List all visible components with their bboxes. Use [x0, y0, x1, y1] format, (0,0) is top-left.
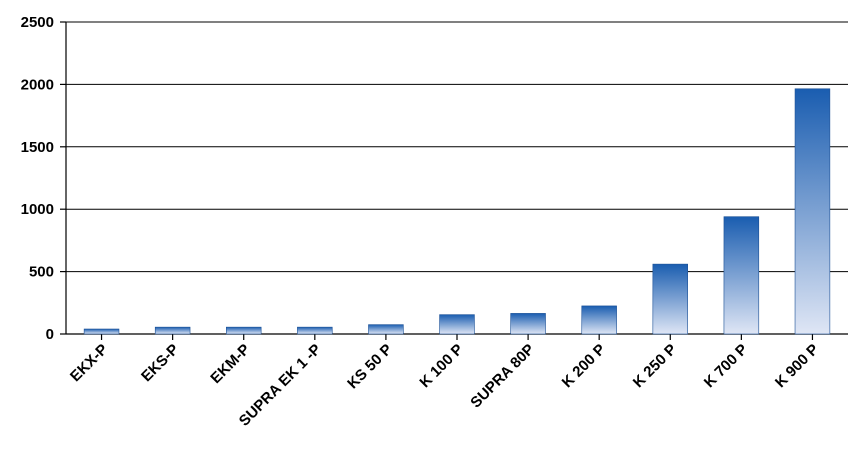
- x-tick-label: EKX-P: [67, 341, 111, 385]
- bar-eks-p: [154, 326, 191, 335]
- x-tick-label: K 900 P: [772, 341, 822, 391]
- bar-k-700-p: [723, 216, 760, 335]
- y-tick-label: 2000: [21, 76, 54, 93]
- y-tick-label: 500: [29, 264, 54, 281]
- y-tick-label: 0: [46, 326, 54, 343]
- x-tick-label: KS 50 P: [344, 341, 396, 393]
- bars: [83, 88, 831, 335]
- bar-ks-50-p: [368, 324, 404, 335]
- y-tick-label: 1500: [21, 139, 54, 156]
- x-tick-label: EKS-P: [138, 341, 182, 385]
- x-tick-label: SUPRA 80P: [467, 341, 538, 412]
- x-tick-label: K 200 P: [559, 341, 609, 391]
- bar-ekm-p: [226, 326, 262, 335]
- x-tick-label: K 700 P: [701, 341, 751, 391]
- bar-supra-80p: [510, 313, 546, 335]
- y-tick-label: 2500: [21, 14, 54, 31]
- bar-k-900-p: [794, 88, 831, 335]
- bar-ekx-p: [83, 328, 120, 335]
- x-tick-label: K 250 P: [630, 341, 680, 391]
- y-tick-label: 1000: [21, 201, 54, 218]
- x-tick-label: EKM-P: [207, 341, 253, 387]
- bar-k-250-p: [652, 263, 688, 335]
- y-tick-labels: 0 500 1000 1500 2000 2500: [21, 14, 54, 343]
- x-tick-label: K 100 P: [416, 341, 466, 391]
- bar-k-200-p: [581, 305, 617, 335]
- bar-supra-ek-1-p: [297, 326, 333, 335]
- gridlines: [66, 21, 848, 273]
- bar-k-100-p: [439, 314, 475, 335]
